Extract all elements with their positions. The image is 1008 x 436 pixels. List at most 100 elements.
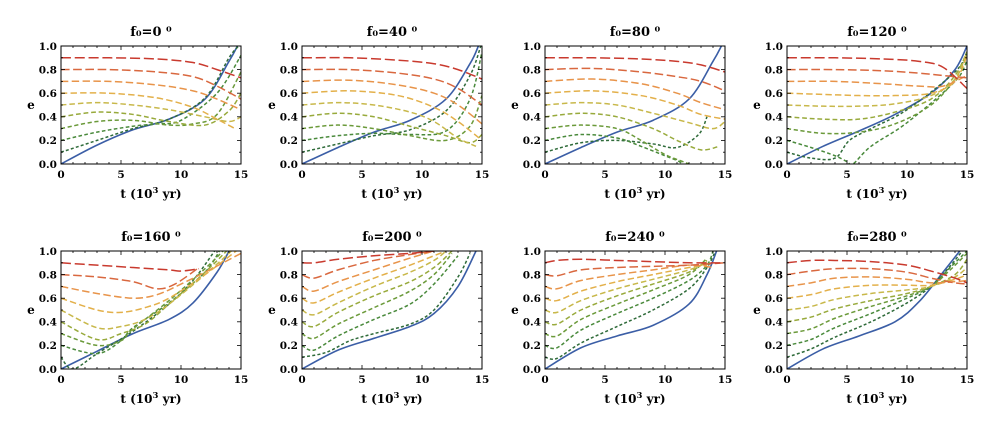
series-line-e0-0.4 bbox=[787, 258, 967, 323]
panel-title: f₀=240 ⁰ bbox=[605, 230, 665, 245]
series-line-e0-0.1 bbox=[787, 251, 963, 358]
series-group bbox=[302, 46, 482, 164]
y-tick-label: 1.0 bbox=[523, 246, 541, 258]
series-line-e0-0.3 bbox=[61, 71, 241, 130]
x-tick-label: 0 bbox=[783, 169, 790, 181]
x-tick-label: 15 bbox=[234, 374, 249, 386]
series-line-e0-0.5 bbox=[545, 262, 708, 314]
panel-title: f₀=40 ⁰ bbox=[367, 25, 418, 40]
y-axis-label: e bbox=[27, 303, 35, 317]
x-tick-label: 5 bbox=[843, 169, 850, 181]
y-tick-label: 0.8 bbox=[765, 64, 783, 76]
series-line-e0-0 bbox=[787, 251, 961, 369]
series-line-e0-0.4 bbox=[302, 112, 482, 144]
series-line-e0-0.7 bbox=[302, 79, 482, 125]
x-tick-label: 10 bbox=[658, 169, 673, 181]
series-line-e0-0.7 bbox=[302, 251, 435, 292]
series-line-e0-0.1 bbox=[302, 46, 482, 153]
chart-panel-1: f₀=0 ⁰ 0 5 10 15 0.0 0.2 0.4 0.6 0.8 1.0 t (103 yr)… bbox=[27, 25, 248, 201]
series-line-e0-0.9 bbox=[302, 251, 435, 264]
chart-panel-4: f₀=120 ⁰ 0 5 10 15 0.0 0.2 0.4 0.6 0.8 1.0 t (103 y… bbox=[753, 25, 974, 201]
series-line-e0-0.9 bbox=[302, 56, 482, 80]
series-line-e0-0.5 bbox=[302, 251, 447, 316]
y-tick-label: 0.6 bbox=[39, 88, 57, 100]
series-line-e0-0.7 bbox=[61, 252, 241, 299]
x-tick-label: 5 bbox=[843, 374, 850, 386]
x-tick-label: 15 bbox=[475, 169, 490, 181]
chart-panel-3: f₀=80 ⁰ 0 5 10 15 0.0 0.2 0.4 0.6 0.8 1.0 t (103 yr… bbox=[511, 25, 732, 201]
x-tick-label: 15 bbox=[475, 374, 490, 386]
series-line-e0-0.2 bbox=[61, 251, 221, 355]
chart-panel-5: f₀=160 ⁰ 0 5 10 15 0.0 0.2 0.4 0.6 0.8 1.0 t (103 y… bbox=[27, 230, 248, 406]
y-tick-label: 0.6 bbox=[39, 293, 57, 305]
series-line-e0-0.4 bbox=[545, 112, 720, 151]
series-line-e0-0.8 bbox=[61, 266, 200, 290]
series-line-e0-0.6 bbox=[61, 251, 237, 314]
series-line-e0-0.6 bbox=[545, 90, 725, 120]
chart-panel-8: f₀=280 ⁰ 0 5 10 15 0.0 0.2 0.4 0.6 0.8 1.0 t (103 y… bbox=[753, 230, 974, 406]
series-group bbox=[787, 46, 967, 164]
y-tick-label: 0.0 bbox=[280, 364, 298, 376]
series-line-e0-0 bbox=[61, 46, 239, 164]
series-line-e0-0.3 bbox=[302, 95, 482, 142]
series-line-e0-0.9 bbox=[61, 56, 241, 79]
y-tick-label: 0.6 bbox=[765, 293, 783, 305]
y-tick-label: 0.8 bbox=[523, 64, 541, 76]
panel-title: f₀=0 ⁰ bbox=[130, 25, 172, 40]
series-line-e0-0.3 bbox=[302, 252, 453, 340]
series-line-e0-0 bbox=[61, 251, 230, 369]
series-line-e0-0.1 bbox=[545, 116, 708, 153]
series-line-e0-0.4 bbox=[302, 251, 453, 328]
series-line-e0-0.6 bbox=[787, 55, 967, 97]
series-line-e0-0.9 bbox=[787, 56, 967, 90]
series-line-e0-0.8 bbox=[545, 67, 725, 92]
series-line-e0-0.3 bbox=[787, 252, 967, 335]
series-line-e0-0 bbox=[545, 46, 723, 164]
series-line-e0-0 bbox=[787, 46, 967, 164]
x-tick-label: 10 bbox=[658, 374, 673, 386]
series-line-e0-0.3 bbox=[545, 124, 690, 164]
y-tick-label: 0.8 bbox=[523, 269, 541, 281]
series-line-e0-0.6 bbox=[787, 273, 967, 299]
y-tick-label: 0.0 bbox=[523, 159, 541, 171]
y-axis-label: e bbox=[511, 303, 519, 317]
series-line-e0-0.6 bbox=[61, 92, 236, 130]
y-tick-label: 0.4 bbox=[280, 112, 298, 124]
x-axis-label: t (103 yr) bbox=[361, 186, 422, 201]
y-tick-label: 0.6 bbox=[523, 293, 541, 305]
series-line-e0-0.6 bbox=[545, 264, 708, 302]
series-line-e0-0.6 bbox=[302, 90, 482, 141]
series-line-e0-0.5 bbox=[787, 51, 967, 108]
series-line-e0-0.1 bbox=[61, 46, 240, 153]
y-tick-label: 0.0 bbox=[523, 364, 541, 376]
y-tick-label: 1.0 bbox=[280, 246, 298, 258]
series-line-e0-0.5 bbox=[302, 101, 477, 147]
y-tick-label: 0.6 bbox=[765, 88, 783, 100]
series-group bbox=[787, 251, 967, 369]
series-group bbox=[302, 251, 477, 369]
y-tick-label: 0.2 bbox=[765, 135, 783, 147]
series-group bbox=[61, 251, 241, 369]
series-group bbox=[61, 46, 241, 164]
y-axis-label: e bbox=[511, 98, 519, 112]
x-tick-label: 10 bbox=[174, 374, 189, 386]
series-line-e0-0.1 bbox=[545, 251, 717, 360]
x-tick-label: 15 bbox=[718, 374, 733, 386]
x-axis-label: t (103 yr) bbox=[846, 391, 907, 406]
y-tick-label: 0.0 bbox=[39, 364, 57, 376]
y-tick-label: 0.4 bbox=[39, 317, 57, 329]
series-line-e0-0.2 bbox=[545, 133, 684, 164]
series-line-e0-0.7 bbox=[787, 276, 967, 288]
series-line-e0-0.4 bbox=[61, 92, 241, 127]
y-tick-label: 0.8 bbox=[39, 64, 57, 76]
y-tick-label: 0.6 bbox=[523, 88, 541, 100]
series-line-e0-0.7 bbox=[545, 78, 725, 111]
x-tick-label: 5 bbox=[601, 169, 608, 181]
x-axis-label: t (103 yr) bbox=[846, 186, 907, 201]
series-line-e0-0.8 bbox=[787, 68, 967, 79]
y-axis-label: e bbox=[753, 98, 761, 112]
y-tick-label: 1.0 bbox=[765, 41, 783, 53]
y-tick-label: 0.2 bbox=[523, 340, 541, 352]
y-tick-label: 0.2 bbox=[39, 135, 57, 147]
